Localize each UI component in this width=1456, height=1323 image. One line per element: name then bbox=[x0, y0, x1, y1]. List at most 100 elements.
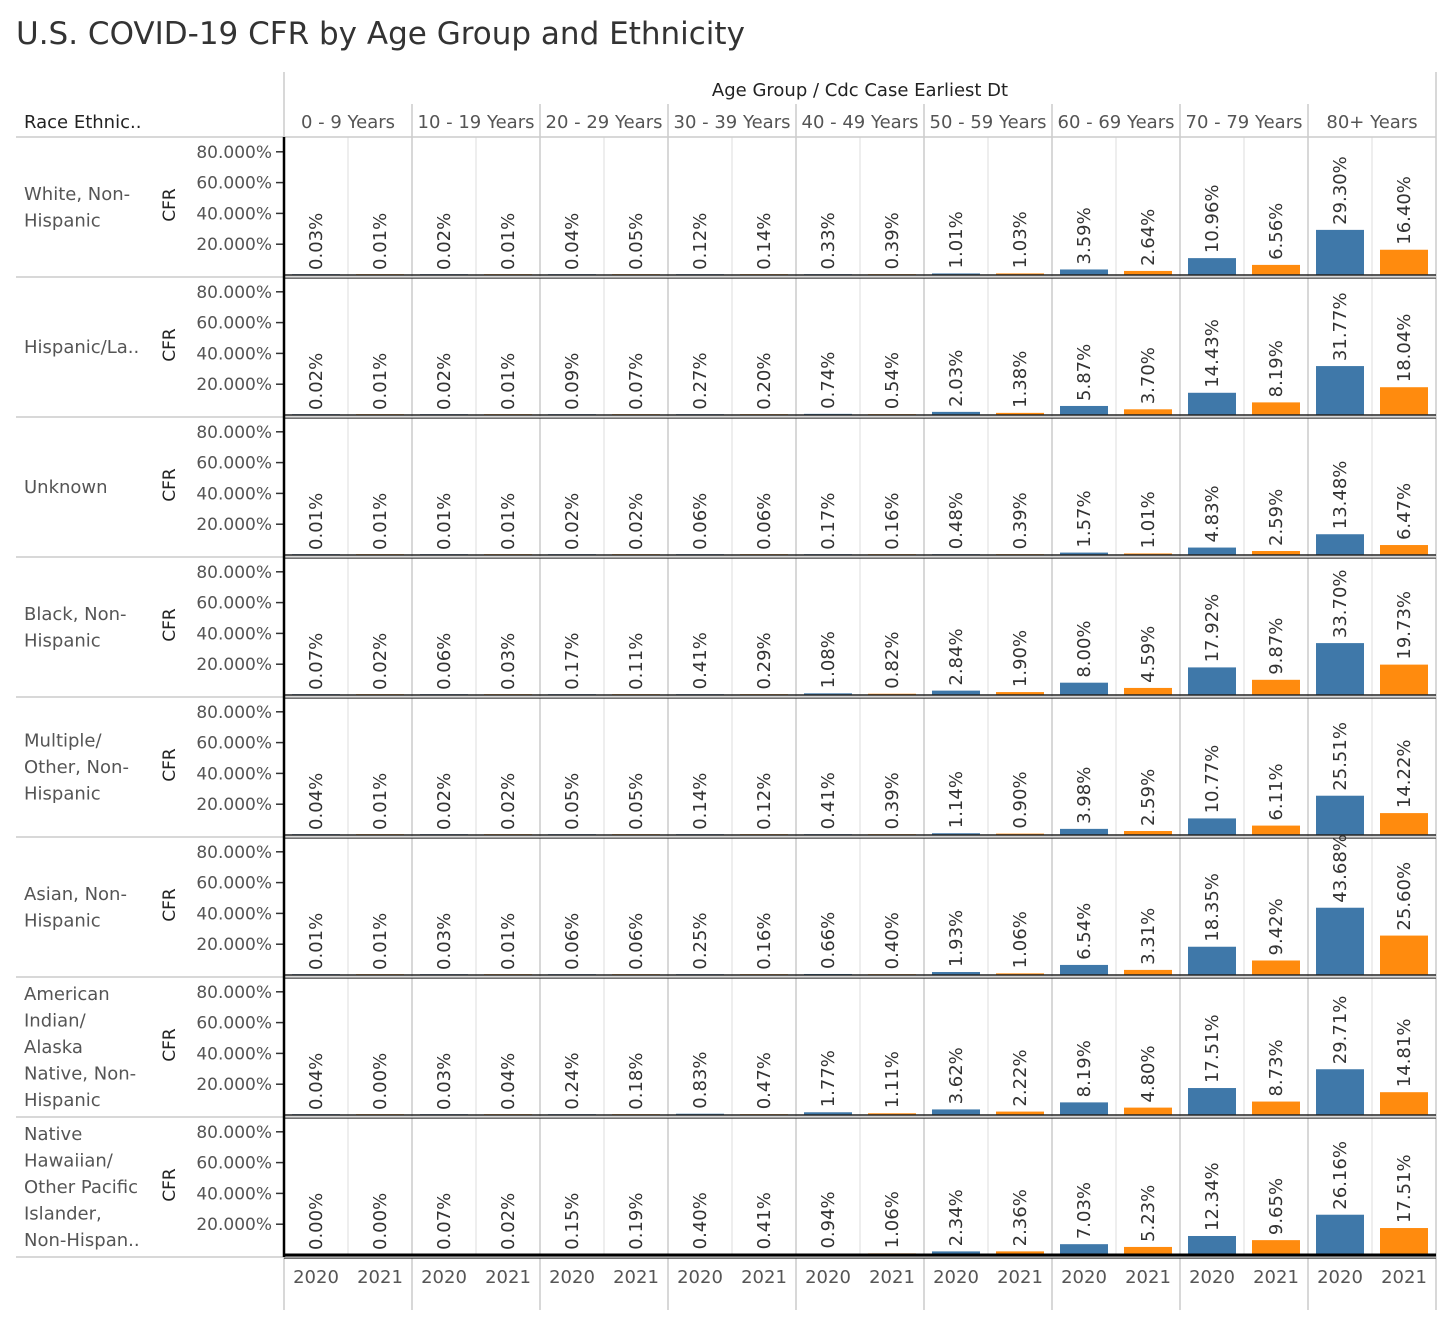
y-tick-label: 80.000% bbox=[196, 1123, 272, 1143]
data-label: 29.71% bbox=[1330, 996, 1351, 1065]
y-tick-label: 80.000% bbox=[196, 703, 272, 723]
row-label: Hispanic bbox=[24, 784, 101, 805]
year-tick-label: 2021 bbox=[613, 1267, 659, 1288]
row-label: Other, Non- bbox=[24, 757, 129, 778]
bar-2021 bbox=[996, 1251, 1044, 1255]
data-label: 0.25% bbox=[690, 912, 711, 969]
bar-2021 bbox=[1252, 264, 1300, 275]
data-label: 6.47% bbox=[1394, 483, 1415, 540]
data-label: 1.03% bbox=[1010, 211, 1031, 268]
row-label: American bbox=[24, 984, 110, 1005]
data-label: 2.22% bbox=[1010, 1049, 1031, 1106]
year-tick-label: 2020 bbox=[1061, 1267, 1107, 1288]
bar-2021 bbox=[1380, 664, 1428, 695]
row-label: White, Non- bbox=[24, 184, 130, 205]
year-tick-label: 2020 bbox=[805, 1267, 851, 1288]
bar-2020 bbox=[1188, 1088, 1236, 1115]
data-label: 0.02% bbox=[498, 773, 519, 830]
bar-2021 bbox=[1124, 969, 1172, 975]
data-label: 0.47% bbox=[754, 1052, 775, 1109]
y-axis-title: CFR bbox=[160, 888, 180, 922]
data-label: 1.01% bbox=[946, 211, 967, 268]
y-tick-label: 20.000% bbox=[196, 795, 272, 815]
row-label: Native bbox=[24, 1124, 82, 1145]
y-tick-label: 60.000% bbox=[196, 594, 272, 614]
bar-2021 bbox=[996, 273, 1044, 275]
bar-2020 bbox=[1316, 1214, 1364, 1255]
data-label: 0.00% bbox=[370, 1193, 391, 1250]
data-label: 1.38% bbox=[1010, 351, 1031, 408]
data-label: 0.48% bbox=[946, 492, 967, 549]
row-label: Non-Hispan.. bbox=[24, 1230, 140, 1251]
age-group-label: 80+ Years bbox=[1326, 112, 1417, 133]
bar-2021 bbox=[1380, 387, 1428, 415]
data-label: 3.59% bbox=[1074, 207, 1095, 264]
y-tick-label: 60.000% bbox=[196, 1154, 272, 1174]
y-tick-label: 80.000% bbox=[196, 283, 272, 303]
data-label: 0.12% bbox=[754, 773, 775, 830]
data-label: 26.16% bbox=[1330, 1141, 1351, 1210]
data-label: 0.90% bbox=[1010, 771, 1031, 828]
data-label: 0.20% bbox=[754, 353, 775, 410]
bar-2020 bbox=[1316, 1069, 1364, 1115]
data-label: 0.01% bbox=[370, 913, 391, 970]
data-label: 0.05% bbox=[626, 773, 647, 830]
data-label: 0.40% bbox=[882, 912, 903, 969]
data-label: 17.92% bbox=[1202, 594, 1223, 663]
bar-2021 bbox=[1252, 1240, 1300, 1255]
y-axis-title: CFR bbox=[160, 328, 180, 362]
bar-2021 bbox=[1252, 551, 1300, 555]
y-tick-label: 20.000% bbox=[196, 375, 272, 395]
row-label: Hispanic bbox=[24, 1090, 101, 1111]
data-label: 0.17% bbox=[562, 633, 583, 690]
bar-2020 bbox=[932, 690, 980, 695]
data-label: 0.07% bbox=[434, 1193, 455, 1250]
data-label: 0.03% bbox=[498, 633, 519, 690]
row-label: Alaska bbox=[24, 1037, 83, 1058]
bar-2020 bbox=[1188, 1235, 1236, 1255]
data-label: 0.15% bbox=[562, 1193, 583, 1250]
age-group-label: 10 - 19 Years bbox=[418, 112, 535, 133]
year-tick-label: 2021 bbox=[485, 1267, 531, 1288]
data-label: 0.01% bbox=[370, 353, 391, 410]
bar-2021 bbox=[996, 973, 1044, 975]
data-label: 0.02% bbox=[370, 633, 391, 690]
bar-2020 bbox=[1316, 907, 1364, 975]
y-tick-label: 40.000% bbox=[196, 204, 272, 224]
bar-2021 bbox=[1124, 1107, 1172, 1115]
row-label: Hispanic bbox=[24, 910, 101, 931]
data-label: 0.01% bbox=[498, 353, 519, 410]
data-label: 0.01% bbox=[498, 913, 519, 970]
year-tick-label: 2021 bbox=[997, 1267, 1043, 1288]
data-label: 0.16% bbox=[754, 913, 775, 970]
data-label: 1.06% bbox=[882, 1191, 903, 1248]
data-label: 7.03% bbox=[1074, 1182, 1095, 1239]
bar-2020 bbox=[932, 1109, 980, 1115]
year-tick-label: 2021 bbox=[1125, 1267, 1171, 1288]
y-axis-title: CFR bbox=[160, 1168, 180, 1202]
bar-2020 bbox=[1316, 229, 1364, 275]
bar-2021 bbox=[1380, 545, 1428, 555]
bar-2021 bbox=[1380, 1092, 1428, 1115]
data-label: 0.02% bbox=[434, 773, 455, 830]
bar-2021 bbox=[996, 1111, 1044, 1115]
year-tick-label: 2021 bbox=[741, 1267, 787, 1288]
data-label: 8.73% bbox=[1266, 1039, 1287, 1096]
data-label: 1.57% bbox=[1074, 490, 1095, 547]
data-label: 2.84% bbox=[946, 628, 967, 685]
data-label: 0.03% bbox=[434, 1053, 455, 1110]
data-label: 0.06% bbox=[562, 913, 583, 970]
year-tick-label: 2021 bbox=[1381, 1267, 1427, 1288]
data-label: 3.98% bbox=[1074, 767, 1095, 824]
data-label: 16.40% bbox=[1394, 176, 1415, 245]
bar-2021 bbox=[1252, 1101, 1300, 1115]
data-label: 0.11% bbox=[626, 633, 647, 690]
y-axis-title: CFR bbox=[160, 748, 180, 782]
data-label: 0.04% bbox=[306, 1053, 327, 1110]
data-label: 0.01% bbox=[306, 493, 327, 550]
y-tick-label: 40.000% bbox=[196, 1044, 272, 1064]
bar-2021 bbox=[1124, 553, 1172, 555]
data-label: 0.00% bbox=[306, 1193, 327, 1250]
y-tick-label: 60.000% bbox=[196, 314, 272, 334]
